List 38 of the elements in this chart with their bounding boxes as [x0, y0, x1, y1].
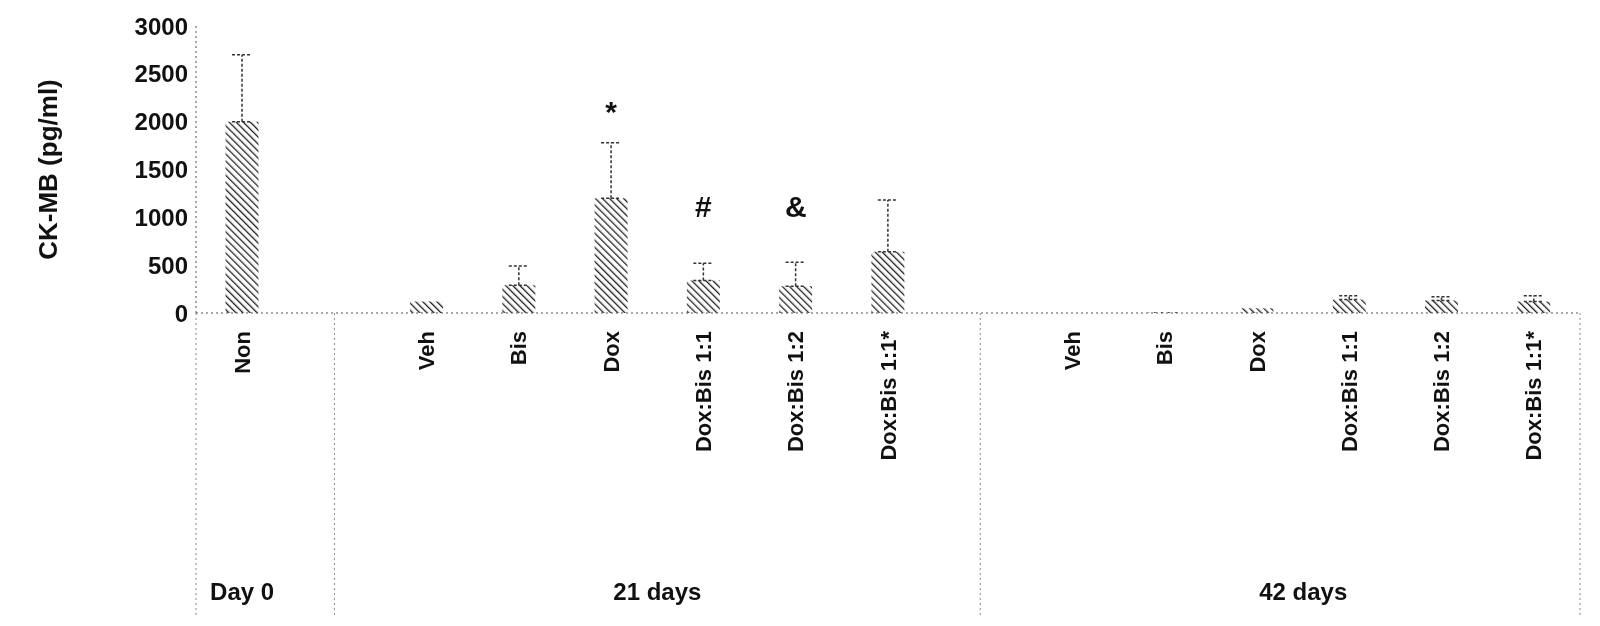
x-tick-label: Dox:Bis 1:1 [690, 331, 716, 453]
bar [1424, 300, 1458, 313]
x-tick-label: Dox:Bis 1:2 [1429, 331, 1455, 453]
x-tick-label: Dox:Bis 1:1* [1521, 330, 1547, 461]
x-tick-label: Veh [1060, 331, 1086, 371]
x-tick-label: Bis [1152, 331, 1178, 366]
text: Day 0 [210, 578, 275, 605]
x-tick-label: Non [229, 331, 255, 374]
bar [225, 121, 259, 313]
x-tick-label: Dox:Bis 1:1* [875, 330, 901, 461]
y-tick-label: 2000 [134, 108, 188, 136]
bar [1240, 308, 1274, 313]
bar [1517, 301, 1551, 313]
y-tick-label: 3000 [134, 12, 188, 40]
text: 21 days [613, 578, 702, 605]
bar [594, 198, 628, 313]
x-tick-label: Dox:Bis 1:1 [1336, 331, 1362, 453]
x-tick-label: Dox [598, 330, 624, 373]
x-tick-label: Veh [414, 331, 440, 371]
bar [410, 301, 444, 313]
bar [1332, 299, 1366, 313]
y-tick-label: 1500 [134, 156, 188, 184]
y-tick-label: 0 [174, 299, 188, 327]
y-tick-label: 1000 [134, 203, 188, 231]
x-tick-label: Dox [1244, 330, 1270, 373]
annotation: * [605, 94, 618, 128]
y-tick-label: 2500 [134, 60, 188, 88]
x-tick-label: Bis [506, 331, 532, 366]
bar [779, 286, 813, 313]
bar [871, 251, 905, 313]
bar [502, 285, 536, 313]
text: 42 days [1259, 578, 1348, 605]
bar [686, 280, 720, 313]
annotation: & [784, 190, 807, 224]
annotation: # [695, 190, 713, 224]
y-axis-title: CK-MB (pg/ml) [33, 79, 63, 260]
x-tick-label: Dox:Bis 1:2 [783, 331, 809, 453]
y-tick-label: 500 [147, 251, 188, 279]
